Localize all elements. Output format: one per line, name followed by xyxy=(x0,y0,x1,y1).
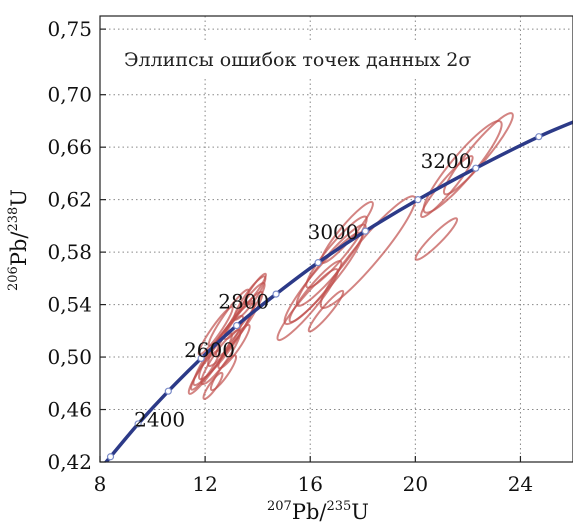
x-axis-label: 207Pb/235U xyxy=(267,499,369,524)
x-axis-label-sup1: 207 xyxy=(267,499,292,514)
error-ellipse xyxy=(202,371,224,400)
error-ellipses xyxy=(187,112,514,400)
concordia-marker xyxy=(233,321,241,330)
age-label-2400: 2400 xyxy=(134,408,185,432)
y-tick-label: 0,66 xyxy=(47,135,92,159)
concordia-marker xyxy=(535,133,543,141)
x-tick-label: 16 xyxy=(297,472,322,496)
y-axis-label-sup2: 238 xyxy=(6,207,21,232)
concordia-marker xyxy=(361,227,370,235)
age-labels: 2400 2600 2800 3000 3200 xyxy=(134,149,471,431)
x-tick-label: 8 xyxy=(94,472,107,496)
x-tick-label: 12 xyxy=(192,472,217,496)
error-ellipse xyxy=(442,112,514,196)
error-ellipse xyxy=(319,195,417,309)
age-label-3000: 3000 xyxy=(308,220,359,244)
y-axis-label: 206Pb/238U xyxy=(6,189,31,291)
concordia-marker xyxy=(164,387,172,395)
y-tick-label: 0,58 xyxy=(47,240,92,264)
error-ellipse xyxy=(190,349,221,391)
y-axis-ticks: 0,42 0,46 0,50 0,54 0,58 0,62 0,66 0,70 0,75 xyxy=(47,17,106,474)
x-tick-label: 20 xyxy=(403,472,428,496)
error-ellipse xyxy=(276,268,339,342)
age-label-2600: 2600 xyxy=(184,338,235,362)
y-tick-label: 0,62 xyxy=(47,188,92,212)
concordia-marker xyxy=(134,420,142,428)
concordia-marker xyxy=(314,259,322,267)
concordia-marker xyxy=(472,164,480,172)
error-ellipse xyxy=(420,155,474,218)
age-label-3200: 3200 xyxy=(421,149,472,173)
concordia-marker xyxy=(272,290,280,298)
y-tick-label: 0,42 xyxy=(47,450,92,474)
x-axis-ticks: 8 12 16 20 24 xyxy=(94,456,533,496)
error-ellipse xyxy=(320,200,374,264)
error-ellipse xyxy=(197,306,234,356)
concordia-marker xyxy=(106,453,115,461)
plot-area xyxy=(103,112,573,462)
y-tick-label: 0,70 xyxy=(47,83,92,107)
title-background xyxy=(118,40,513,76)
error-ellipse xyxy=(305,215,368,289)
y-axis-label-sup1: 206 xyxy=(6,266,21,291)
y-axis-label-main2: U xyxy=(7,189,31,207)
chart-title: Эллипсы ошибок точек данных 2σ xyxy=(124,49,471,71)
x-axis-label-sup2: 235 xyxy=(326,499,351,514)
concordia-markers xyxy=(106,133,543,461)
x-tick-label: 24 xyxy=(508,472,533,496)
concordia-marker xyxy=(414,196,422,204)
age-label-2800: 2800 xyxy=(218,290,269,314)
error-ellipse xyxy=(209,354,238,392)
y-tick-label: 0,46 xyxy=(47,398,92,422)
error-ellipse xyxy=(217,323,251,370)
x-axis-label-main1: Pb/ xyxy=(292,500,328,524)
error-ellipse xyxy=(288,259,343,323)
y-tick-label: 0,50 xyxy=(47,345,92,369)
error-ellipse xyxy=(243,272,267,306)
x-axis-label-main2: U xyxy=(351,500,369,524)
y-tick-label: 0,75 xyxy=(47,17,92,41)
y-tick-label: 0,54 xyxy=(47,293,92,317)
concordia-marker xyxy=(197,354,205,362)
y-axis-label-main1: Pb/ xyxy=(7,231,31,267)
plot-frame xyxy=(99,15,573,463)
error-ellipse xyxy=(414,217,459,261)
